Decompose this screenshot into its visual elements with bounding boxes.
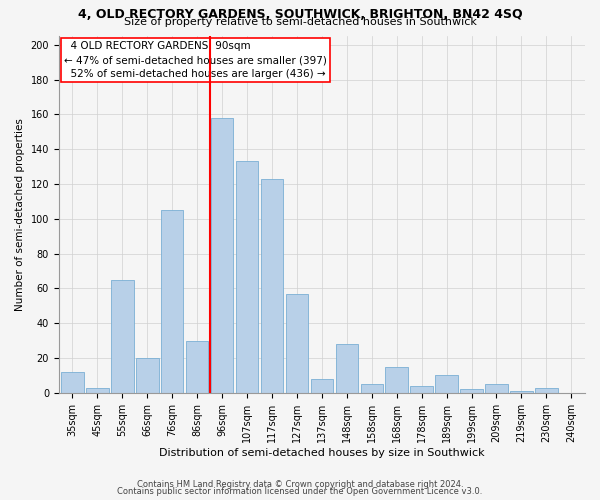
Text: Contains HM Land Registry data © Crown copyright and database right 2024.: Contains HM Land Registry data © Crown c… bbox=[137, 480, 463, 489]
Bar bbox=[510, 391, 533, 393]
Bar bbox=[136, 358, 158, 393]
Text: Contains public sector information licensed under the Open Government Licence v3: Contains public sector information licen… bbox=[118, 487, 482, 496]
Bar bbox=[211, 118, 233, 393]
Text: Size of property relative to semi-detached houses in Southwick: Size of property relative to semi-detach… bbox=[124, 17, 476, 27]
Bar bbox=[436, 376, 458, 393]
Bar bbox=[485, 384, 508, 393]
Bar bbox=[236, 162, 258, 393]
Bar bbox=[111, 280, 134, 393]
X-axis label: Distribution of semi-detached houses by size in Southwick: Distribution of semi-detached houses by … bbox=[159, 448, 485, 458]
Bar bbox=[335, 344, 358, 393]
Bar bbox=[61, 372, 84, 393]
Bar bbox=[460, 390, 483, 393]
Text: 4 OLD RECTORY GARDENS: 90sqm
← 47% of semi-detached houses are smaller (397)
  5: 4 OLD RECTORY GARDENS: 90sqm ← 47% of se… bbox=[64, 42, 327, 80]
Bar bbox=[86, 388, 109, 393]
Text: 4, OLD RECTORY GARDENS, SOUTHWICK, BRIGHTON, BN42 4SQ: 4, OLD RECTORY GARDENS, SOUTHWICK, BRIGH… bbox=[77, 8, 523, 20]
Y-axis label: Number of semi-detached properties: Number of semi-detached properties bbox=[15, 118, 25, 311]
Bar bbox=[311, 379, 333, 393]
Bar bbox=[385, 366, 408, 393]
Bar bbox=[161, 210, 184, 393]
Bar bbox=[535, 388, 557, 393]
Bar bbox=[186, 340, 208, 393]
Bar bbox=[361, 384, 383, 393]
Bar bbox=[261, 178, 283, 393]
Bar bbox=[410, 386, 433, 393]
Bar bbox=[286, 294, 308, 393]
